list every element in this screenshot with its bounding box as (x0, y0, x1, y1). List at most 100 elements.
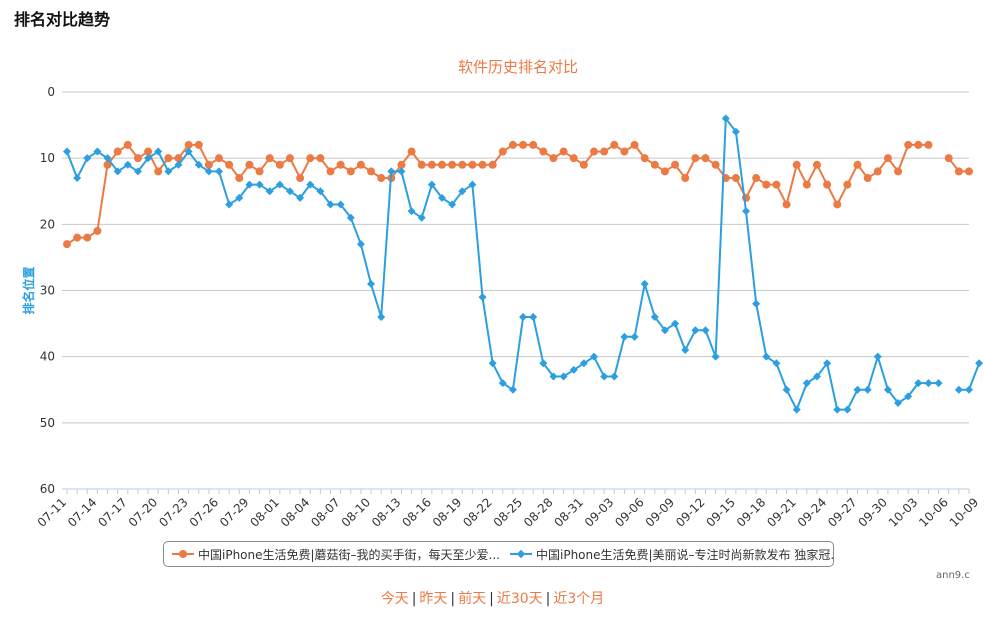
data-point (924, 140, 933, 149)
y-tick-label: 50 (40, 416, 55, 430)
series-line-0 (66, 143, 969, 246)
data-point (630, 332, 639, 341)
data-point (590, 147, 599, 156)
range-link-yesterday[interactable]: 昨天 (419, 591, 448, 607)
x-tick-label: 07-29 (217, 495, 252, 530)
y-axis-title: 排名位置 (21, 266, 36, 314)
x-tick-label: 09-18 (734, 495, 769, 530)
data-point (458, 160, 467, 169)
data-point (620, 332, 629, 341)
data-point (772, 180, 781, 189)
chart-title: 软件历史排名对比 (458, 58, 578, 76)
range-link-day-before[interactable]: 前天 (458, 591, 487, 607)
data-point (113, 167, 122, 176)
data-point (377, 312, 386, 321)
x-tick-label: 09-03 (582, 495, 617, 530)
range-link-today[interactable]: 今天 (380, 591, 409, 607)
data-point (559, 147, 568, 156)
data-point (954, 385, 963, 394)
data-point (975, 359, 984, 368)
data-point (640, 279, 649, 288)
data-point (154, 147, 163, 156)
x-tick-label: 09-21 (764, 495, 799, 530)
data-point (823, 180, 832, 189)
page-heading: 排名对比趋势 (14, 10, 111, 29)
x-tick-label: 10-09 (947, 495, 982, 530)
data-point (316, 154, 325, 163)
data-point (681, 346, 690, 355)
data-point (164, 167, 173, 176)
data-point (802, 379, 811, 388)
data-point (752, 299, 761, 308)
data-point (316, 187, 325, 196)
data-point (144, 154, 153, 163)
separator: | (545, 591, 551, 607)
x-tick-label: 09-27 (825, 495, 860, 530)
data-point (600, 147, 609, 156)
data-point (762, 352, 771, 361)
data-point (458, 187, 467, 196)
data-point (924, 379, 933, 388)
data-point (610, 140, 619, 149)
data-point (113, 147, 122, 156)
data-point (326, 200, 335, 209)
data-point (154, 167, 163, 176)
data-point (306, 180, 315, 189)
x-tick-label: 09-15 (703, 495, 738, 530)
data-point (498, 379, 507, 388)
data-point (275, 160, 284, 169)
data-point (529, 140, 538, 149)
data-point (721, 114, 730, 123)
x-tick-label: 08-16 (399, 495, 434, 530)
data-point (356, 240, 365, 249)
x-tick-label: 09-12 (673, 495, 708, 530)
data-point (914, 140, 923, 149)
data-point (336, 200, 345, 209)
x-tick-label: 08-07 (308, 495, 343, 530)
legend-item-mogujie[interactable]: 中国iPhone生活免费|蘑菇街–我的买手街，每天至少爱... (172, 546, 500, 563)
range-link-30-days[interactable]: 近30天 (496, 591, 543, 607)
series-line-1 (66, 117, 981, 411)
x-tick-label: 08-28 (521, 495, 556, 530)
data-point (640, 154, 649, 163)
data-point (579, 160, 588, 169)
data-point (539, 147, 548, 156)
data-point (377, 174, 386, 183)
range-link-3-months[interactable]: 近3个月 (553, 591, 605, 607)
y-tick-label: 10 (40, 151, 55, 165)
data-point (103, 160, 112, 169)
data-point (73, 233, 82, 242)
data-point (174, 154, 183, 163)
watermark-credit: ann9.c (936, 570, 970, 581)
x-tick-label: 08-25 (491, 495, 526, 530)
data-point (965, 385, 973, 394)
data-point (843, 405, 852, 414)
separator: | (411, 591, 417, 607)
data-point (498, 147, 507, 156)
data-point (883, 154, 892, 163)
data-point (590, 352, 599, 361)
data-point (873, 352, 882, 361)
data-point (610, 372, 619, 381)
data-point (711, 352, 720, 361)
x-tick-label: 07-26 (187, 495, 222, 530)
x-tick-label: 08-04 (278, 495, 313, 530)
data-point (103, 154, 112, 163)
diamond-marker-icon (510, 548, 532, 560)
x-tick-label: 08-19 (430, 495, 465, 530)
data-point (255, 180, 264, 189)
x-tick-label: 09-30 (855, 495, 890, 530)
data-point (336, 160, 345, 169)
legend-item-meilishuo[interactable]: 中国iPhone生活免费|美丽说–专注时尚新款发布 独家冠... (510, 546, 833, 563)
data-point (863, 174, 872, 183)
data-point (265, 187, 274, 196)
data-point (954, 167, 963, 176)
data-point (873, 167, 882, 176)
data-point (417, 213, 426, 222)
data-point (478, 160, 487, 169)
data-point (63, 240, 71, 249)
data-point (579, 359, 588, 368)
data-point (539, 359, 548, 368)
data-point (782, 200, 791, 209)
data-point (174, 160, 183, 169)
